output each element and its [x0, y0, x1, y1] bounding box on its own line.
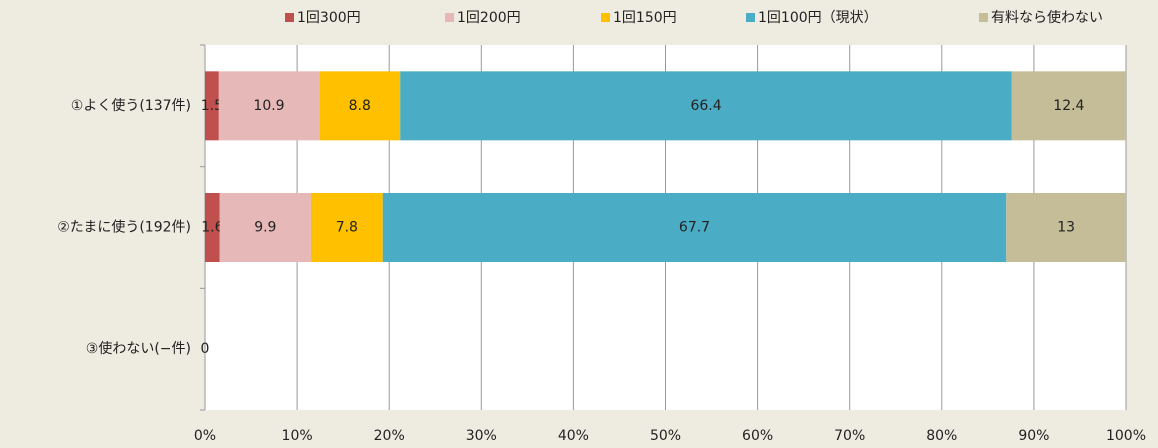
data-label: 13	[1057, 220, 1075, 236]
legend-label: 有料なら使わない	[991, 9, 1103, 26]
bar-segment	[1006, 193, 1126, 262]
x-tick-label: 40%	[558, 428, 589, 444]
bar-segment	[310, 193, 383, 262]
x-tick-label: 0%	[194, 428, 216, 444]
bar-segment	[400, 71, 1012, 141]
data-label: 10.9	[253, 98, 284, 114]
bar-segment	[218, 71, 320, 141]
bar-segment	[205, 193, 220, 262]
x-tick-label: 70%	[834, 428, 865, 444]
x-tick-label: 80%	[926, 428, 957, 444]
legend-swatch	[601, 13, 610, 22]
bar-segment	[205, 71, 219, 141]
x-tick-label: 50%	[650, 428, 681, 444]
data-label: 9.9	[254, 220, 276, 236]
bar-segment	[319, 71, 401, 141]
legend-label: 1回300円	[297, 10, 361, 26]
x-tick-label: 60%	[742, 428, 773, 444]
data-label: 1.5	[201, 98, 223, 114]
x-tick-label: 10%	[282, 428, 313, 444]
bar-segment	[1011, 71, 1126, 141]
y-tick-label: ①よく使う(137件)	[71, 97, 191, 114]
data-label: 66.4	[690, 98, 721, 114]
data-label: 0	[201, 341, 210, 357]
legend-swatch	[445, 13, 454, 22]
data-label: 12.4	[1053, 98, 1084, 114]
x-tick-label: 90%	[1018, 428, 1049, 444]
y-tick-label: ②たまに使う(192件)	[57, 219, 191, 236]
data-label: 7.8	[336, 220, 358, 236]
legend-swatch	[746, 13, 755, 22]
x-tick-label: 100%	[1106, 428, 1146, 444]
bar-segment	[219, 193, 311, 262]
bar-segment	[382, 193, 1007, 262]
data-label: 67.7	[679, 220, 710, 236]
legend-label: 1回200円	[457, 10, 521, 26]
data-label: 8.8	[349, 98, 371, 114]
legend-label: 1回100円（現状）	[758, 10, 878, 26]
data-label: 1.6	[201, 220, 223, 236]
legend-swatch	[285, 13, 294, 22]
y-tick-label: ③使わない(−件)	[86, 340, 191, 357]
x-tick-label: 30%	[466, 428, 497, 444]
legend-label: 1回150円	[613, 10, 677, 26]
x-tick-label: 20%	[374, 428, 405, 444]
legend-swatch	[979, 13, 988, 22]
